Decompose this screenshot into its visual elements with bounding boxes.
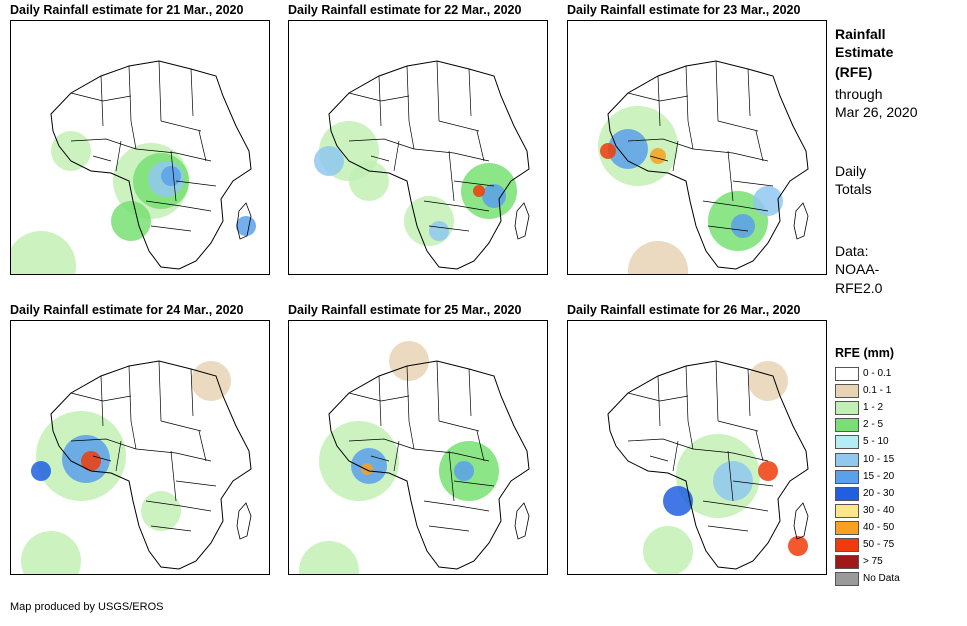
legend-swatch: [835, 384, 859, 399]
legend-label: 2 - 5: [863, 419, 884, 431]
legend-swatch: [835, 538, 859, 552]
map-panel-22-mar: Daily Rainfall estimate for 22 Mar., 202…: [288, 2, 548, 275]
legend-label: > 75: [863, 556, 883, 568]
info-through-line1: through: [835, 86, 883, 102]
info-title-line3: (RFE): [835, 64, 873, 80]
rainfall-map: [288, 20, 548, 275]
legend-item: 50 - 75: [835, 538, 955, 552]
africa-map: [598, 60, 809, 274]
info-data-line3: RFE2.0: [835, 280, 883, 296]
legend-label: 5 - 10: [863, 436, 889, 448]
legend-swatch: [835, 401, 859, 416]
map-panel-26-mar: Daily Rainfall estimate for 26 Mar., 202…: [567, 302, 827, 575]
map-panel-23-mar: Daily Rainfall estimate for 23 Mar., 202…: [567, 2, 827, 275]
panel-title: Daily Rainfall estimate for 23 Mar., 202…: [567, 3, 801, 17]
rainfall-map: [10, 320, 270, 575]
legend-swatch: [835, 418, 859, 433]
panel-title: Daily Rainfall estimate for 26 Mar., 202…: [567, 303, 801, 317]
rainfall-map: [567, 20, 827, 275]
legend-item: 20 - 30: [835, 486, 955, 501]
africa-map: [607, 360, 809, 574]
legend-item: 30 - 40: [835, 503, 955, 518]
legend-item: No Data: [835, 572, 955, 587]
legend-item: 0.1 - 1: [835, 384, 955, 399]
legend-swatch: [835, 555, 859, 570]
legend-label: No Data: [863, 573, 900, 585]
rainfall-map: [10, 20, 270, 275]
map-panel-25-mar: Daily Rainfall estimate for 25 Mar., 202…: [288, 302, 548, 575]
map-panel-21-mar: Daily Rainfall estimate for 21 Mar., 202…: [10, 2, 270, 275]
legend-item: 1 - 2: [835, 401, 955, 416]
map-panel-24-mar: Daily Rainfall estimate for 24 Mar., 202…: [10, 302, 270, 575]
map-credit: Map produced by USGS/EROS: [10, 601, 164, 613]
legend-item: 40 - 50: [835, 520, 955, 535]
legend-swatch: [835, 572, 859, 587]
africa-map: [11, 60, 256, 274]
legend-label: 50 - 75: [863, 539, 895, 550]
legend-item: > 75: [835, 555, 955, 570]
legend-swatch: [835, 469, 859, 484]
africa-map: [299, 341, 530, 574]
info-daily-line1: Daily: [835, 163, 867, 179]
legend-swatch: [835, 452, 859, 467]
legend-title: RFE (mm): [835, 346, 895, 360]
panel-title: Daily Rainfall estimate for 25 Mar., 202…: [288, 303, 522, 317]
africa-map: [314, 60, 530, 270]
legend-label: 10 - 15: [863, 453, 895, 465]
legend-item: 0 - 0.1: [835, 367, 955, 381]
info-data-line1: Data:: [835, 243, 869, 259]
legend-item: 5 - 10: [835, 435, 955, 450]
legend-label: 40 - 50: [863, 521, 895, 533]
rainfall-map: [567, 320, 827, 575]
info-title-line1: Rainfall: [835, 26, 886, 42]
rainfall-map: [288, 320, 548, 575]
legend-label: 15 - 20: [863, 470, 895, 482]
legend-label: 0 - 0.1: [863, 368, 892, 379]
africa-map: [21, 360, 252, 574]
legend-swatch: [835, 435, 859, 450]
info-daily-line2: Totals: [835, 181, 872, 197]
legend-label: 30 - 40: [863, 504, 895, 516]
legend-swatch: [835, 486, 859, 501]
info-data-line2: NOAA-: [835, 261, 880, 277]
legend-item: 15 - 20: [835, 469, 955, 484]
panel-title: Daily Rainfall estimate for 22 Mar., 202…: [288, 3, 522, 17]
legend-swatch: [835, 503, 859, 518]
info-title-line2: Estimate: [835, 44, 894, 60]
legend-item: 2 - 5: [835, 418, 955, 433]
legend-label: 0.1 - 1: [863, 385, 892, 397]
legend-label: 20 - 30: [863, 487, 895, 499]
legend-item: 10 - 15: [835, 452, 955, 467]
legend-label: 1 - 2: [863, 402, 884, 414]
panel-title: Daily Rainfall estimate for 24 Mar., 202…: [10, 303, 244, 317]
legend-swatch: [835, 520, 859, 535]
panel-title: Daily Rainfall estimate for 21 Mar., 202…: [10, 3, 244, 17]
legend-swatch: [835, 367, 859, 381]
info-through-date: Mar 26, 2020: [835, 104, 918, 120]
